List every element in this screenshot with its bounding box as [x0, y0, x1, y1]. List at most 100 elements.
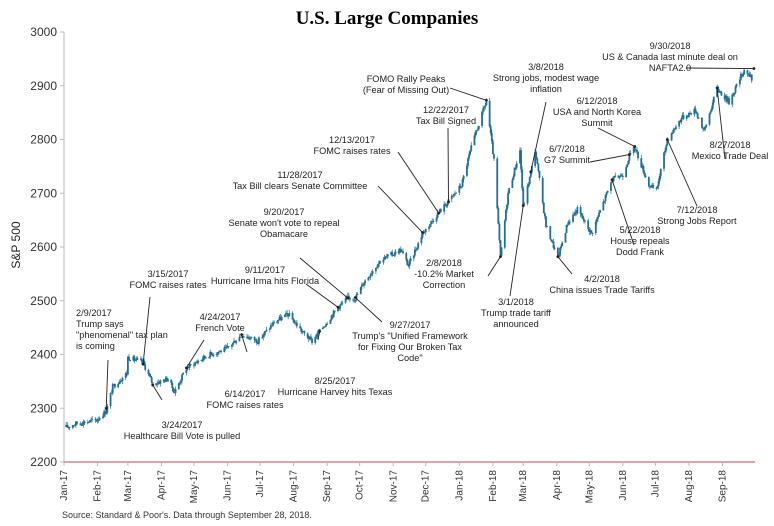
price-bar	[104, 411, 107, 415]
x-tick-label: Mar-17	[123, 470, 134, 502]
price-bar	[276, 320, 279, 324]
price-bar	[499, 240, 502, 256]
price-bar	[226, 346, 229, 348]
price-bar	[117, 384, 120, 388]
price-bar	[476, 129, 479, 131]
price-bar	[621, 176, 624, 178]
price-bar	[246, 336, 248, 338]
price-bar	[490, 133, 493, 142]
price-bar	[202, 355, 205, 360]
annotation-point	[752, 67, 756, 70]
price-bar	[151, 382, 154, 384]
price-bar	[362, 284, 364, 286]
price-bar	[303, 331, 306, 334]
price-bar	[528, 176, 531, 185]
price-bar	[208, 357, 211, 359]
x-tick-label: Jul-18	[650, 470, 661, 498]
price-bar	[454, 193, 456, 195]
annotation-text: 4/2/2018	[584, 274, 620, 284]
price-bar	[90, 419, 92, 421]
price-bar	[625, 167, 628, 178]
x-tick-label: Sep-17	[322, 470, 333, 503]
price-bar	[732, 94, 735, 96]
price-bar	[515, 163, 518, 168]
price-bar	[610, 182, 612, 191]
price-bar	[370, 273, 373, 275]
price-bar	[216, 352, 219, 354]
price-bar	[702, 127, 704, 129]
y-tick-label: 2600	[30, 240, 57, 254]
price-bar	[566, 224, 569, 226]
price-bar	[637, 151, 639, 159]
price-bar	[627, 160, 630, 165]
price-bar	[337, 307, 339, 312]
price-bar	[712, 96, 715, 103]
price-bar	[402, 251, 404, 254]
price-bar	[695, 111, 698, 114]
annotation-point	[610, 178, 614, 182]
price-bar	[194, 362, 196, 366]
price-bar	[582, 218, 585, 222]
price-bar	[602, 201, 605, 211]
price-bar	[735, 84, 738, 87]
price-bar	[94, 418, 97, 420]
price-bar	[377, 264, 379, 268]
price-bar	[682, 115, 685, 119]
price-bar	[462, 175, 465, 180]
price-bar	[749, 74, 752, 77]
price-bar	[659, 168, 662, 176]
price-bar	[314, 336, 317, 343]
price-bar	[414, 249, 416, 256]
price-bar	[224, 347, 227, 349]
annotation-point	[437, 211, 441, 215]
price-bar	[332, 310, 335, 317]
price-bar	[651, 184, 654, 186]
price-bar	[258, 337, 260, 344]
price-bar	[367, 277, 370, 281]
price-bar	[537, 163, 540, 171]
price-bar	[614, 175, 617, 177]
annotation-text: is coming	[76, 341, 115, 351]
x-tick-label: Feb-18	[488, 470, 499, 502]
price-bar	[733, 92, 736, 95]
annotation-text: French Vote	[195, 323, 245, 333]
price-bar	[446, 202, 449, 206]
annotation-text: 2/8/2018	[426, 258, 462, 268]
price-bar	[220, 350, 222, 353]
price-bar	[68, 427, 71, 429]
price-bar	[535, 152, 538, 159]
price-bar	[88, 421, 90, 423]
price-bar	[72, 425, 75, 427]
annotation-text: "phenomenal" tax plan	[76, 330, 168, 340]
price-bar	[261, 337, 264, 339]
price-bar	[642, 165, 645, 173]
price-bar	[378, 261, 381, 265]
price-bar	[311, 338, 313, 343]
price-bar	[110, 392, 113, 394]
price-bar	[197, 361, 200, 363]
price-bar	[149, 375, 152, 378]
price-bar	[481, 111, 483, 126]
price-bar	[643, 172, 646, 176]
price-bar	[79, 423, 82, 425]
price-bar	[181, 374, 183, 381]
price-bar	[393, 254, 396, 256]
annotation-text: 9/20/2017	[264, 207, 305, 217]
price-bar	[143, 360, 146, 365]
price-bar	[347, 295, 350, 298]
annotation-text: 12/13/2017	[329, 135, 375, 145]
price-bar	[174, 388, 177, 393]
price-bar	[435, 217, 438, 222]
price-bar	[127, 356, 129, 375]
price-bar	[415, 249, 417, 251]
price-bar	[158, 382, 161, 384]
price-bar	[323, 326, 325, 328]
annotation-text: inflation	[530, 84, 562, 94]
price-bar	[165, 377, 168, 382]
annotation-leader	[597, 127, 635, 147]
price-bar	[573, 214, 576, 216]
